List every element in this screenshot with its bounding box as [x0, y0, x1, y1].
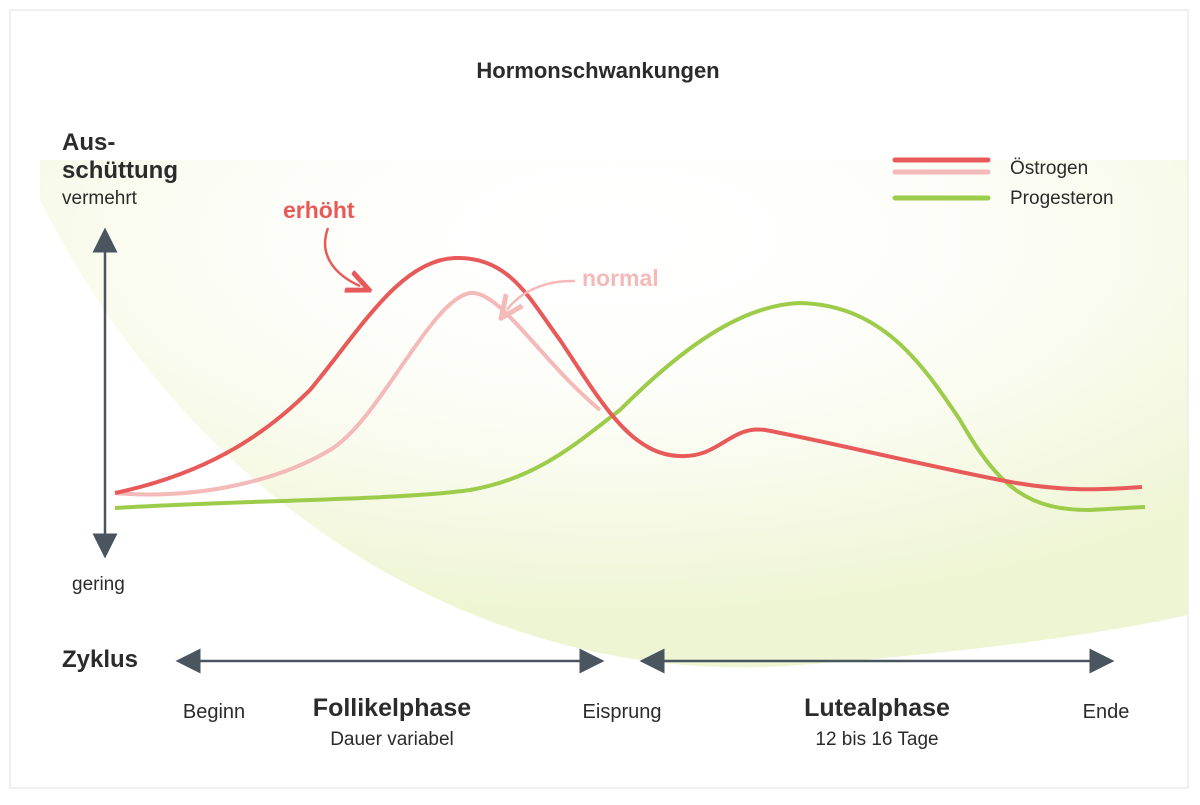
- y-high: vermehrt: [62, 188, 138, 209]
- legend-label: Östrogen: [1010, 158, 1088, 179]
- cycle-label: Zyklus: [62, 646, 138, 673]
- marker-label: Eisprung: [583, 701, 662, 723]
- marker-label: Ende: [1083, 701, 1130, 723]
- annotation-raised: erhöht: [283, 197, 355, 223]
- phase-name: Follikelphase: [313, 694, 471, 722]
- title: Hormonschwankungen: [476, 58, 719, 83]
- phase-detail: Dauer variabel: [330, 729, 454, 750]
- y-low: gering: [72, 574, 125, 595]
- phase-detail: 12 bis 16 Tage: [815, 729, 938, 750]
- annotation-arrow: [507, 279, 576, 310]
- estrogen-normal-curve: [114, 290, 602, 497]
- progesterone-curve: [114, 300, 1146, 513]
- y-label: Aus-: [62, 129, 115, 156]
- legend-label: Progesteron: [1010, 188, 1114, 209]
- estrogen-raised-curve: [114, 255, 1143, 495]
- marker-label: Beginn: [183, 701, 245, 723]
- annotation-normal: normal: [582, 265, 659, 291]
- y-label: schüttung: [62, 157, 178, 184]
- phase-name: Lutealphase: [804, 694, 950, 722]
- annotation-arrow: [323, 227, 360, 286]
